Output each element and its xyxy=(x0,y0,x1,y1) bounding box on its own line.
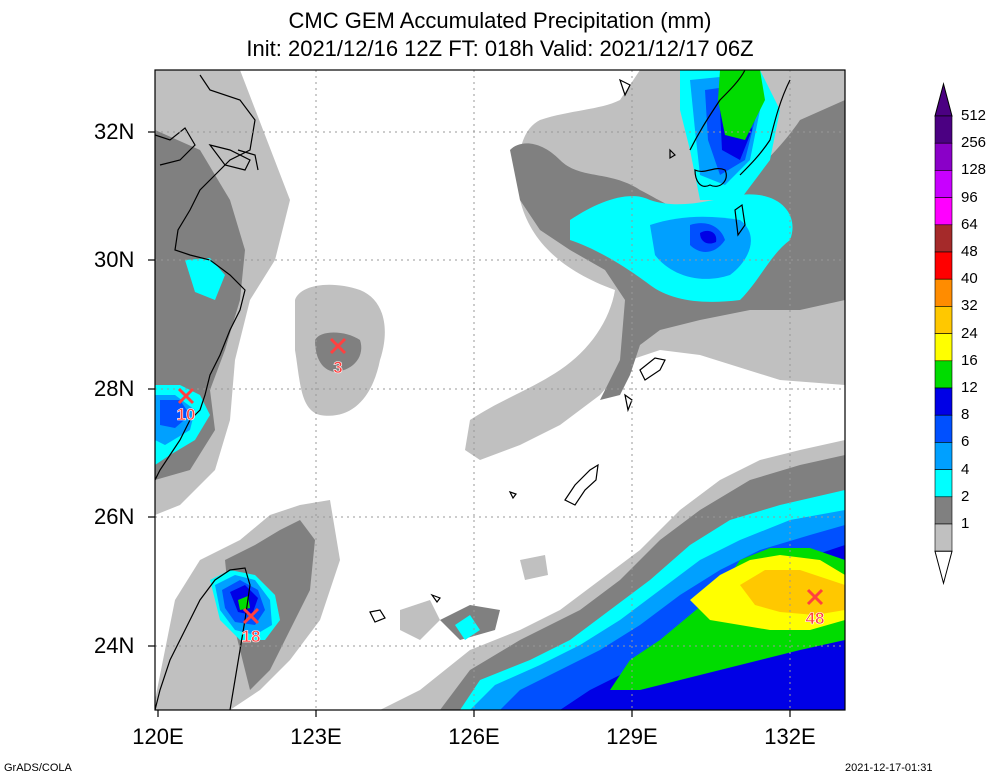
marker-48-label: 48 xyxy=(806,609,825,628)
colorbar-swatch xyxy=(934,360,953,389)
precip-32mm-area xyxy=(740,570,845,615)
footer-right: 2021-12-17-01:31 xyxy=(845,762,933,774)
lon-label-129e: 129E xyxy=(606,724,658,749)
lat-label-26n: 26N xyxy=(94,504,135,529)
max-markers: 10 3 18 48 xyxy=(176,337,825,646)
colorbar-level-label: 128 xyxy=(961,161,987,179)
colorbar-swatch xyxy=(934,414,953,443)
plot-frame xyxy=(154,69,846,711)
colorbar-level-label: 256 xyxy=(961,134,987,152)
colorbar-top-arrow xyxy=(934,82,953,117)
lon-label-123e: 123E xyxy=(290,724,342,749)
lon-label-126e: 126E xyxy=(448,724,500,749)
lon-label-132e: 132E xyxy=(764,724,816,749)
lat-label-28n: 28N xyxy=(94,376,135,401)
marker-10-label: 10 xyxy=(177,405,196,424)
lat-label-32n: 32N xyxy=(94,119,135,144)
colorbar-swatch xyxy=(934,142,953,171)
colorbar-level-label: 96 xyxy=(961,188,978,206)
colorbar-level-label: 6 xyxy=(961,433,970,451)
colorbar-swatch xyxy=(934,442,953,470)
lat-label-24n: 24N xyxy=(94,633,135,658)
colorbar-swatch xyxy=(934,523,953,552)
marker-3-label: 3 xyxy=(333,358,342,377)
marker-48: 48 xyxy=(805,588,825,628)
colorbar-level-label: 64 xyxy=(961,215,978,233)
colorbar-level-label: 40 xyxy=(961,270,978,288)
marker-18: 18 xyxy=(241,607,261,646)
colorbar-swatch xyxy=(934,251,953,280)
colorbar-swatch xyxy=(934,197,953,226)
colorbar-bottom-arrow xyxy=(934,550,953,586)
colorbar-swatch xyxy=(934,496,953,525)
map-title: CMC GEM Accumulated Precipitation (mm) xyxy=(288,8,712,33)
colorbar-level-label: 2 xyxy=(961,487,970,505)
colorbar-level-label: 24 xyxy=(961,324,978,342)
colorbar xyxy=(934,82,953,586)
colorbar-swatch xyxy=(934,306,953,334)
marker-10: 10 xyxy=(176,387,196,424)
colorbar-swatch xyxy=(934,170,953,198)
map-subtitle: Init: 2021/12/16 12Z FT: 018h Valid: 202… xyxy=(246,36,754,61)
colorbar-swatch xyxy=(934,469,953,498)
marker-18-label: 18 xyxy=(242,627,261,646)
axis-ticks xyxy=(148,131,791,717)
lat-label-30n: 30N xyxy=(94,247,135,272)
lon-label-120e: 120E xyxy=(132,724,184,749)
colorbar-swatch xyxy=(934,387,953,416)
gridlines xyxy=(155,70,845,710)
colorbar-swatch xyxy=(934,333,953,362)
colorbar-swatch xyxy=(934,224,953,253)
colorbar-swatch xyxy=(934,278,953,307)
colorbar-level-label: 32 xyxy=(961,297,978,315)
colorbar-level-label: 512 xyxy=(961,107,987,124)
colorbar-level-label: 8 xyxy=(961,406,970,424)
footer-left: GrADS/COLA xyxy=(4,762,72,774)
colorbar-level-label: 48 xyxy=(961,243,978,260)
colorbar-level-label: 16 xyxy=(961,351,978,369)
colorbar-level-label: 12 xyxy=(961,379,978,396)
colorbar-swatch xyxy=(934,115,953,144)
coastlines xyxy=(155,70,791,710)
colorbar-level-label: 1 xyxy=(961,515,970,532)
marker-3: 3 xyxy=(329,337,347,377)
colorbar-level-label: 4 xyxy=(961,460,970,478)
